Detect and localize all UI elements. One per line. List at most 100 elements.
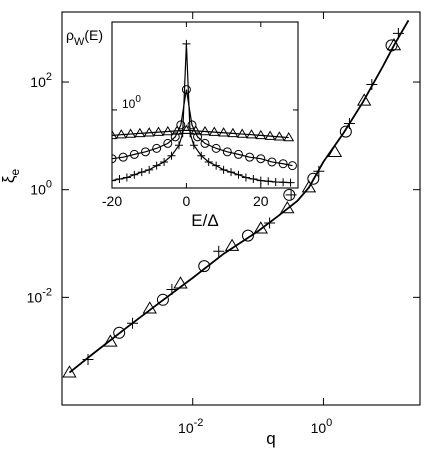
inset-series-triangle: [112, 124, 295, 142]
inset-series-plus: [112, 39, 295, 187]
inset-point-triangle: [199, 125, 211, 136]
inset-point-triangle: [218, 127, 230, 137]
data-point-circle: [113, 326, 126, 339]
inset-point-triangle: [125, 128, 137, 138]
inset-point-plus: [178, 129, 187, 138]
inset-point-circle: [222, 147, 232, 157]
y-tick-label: 10-2: [27, 286, 52, 305]
main-plot-frame: [61, 11, 421, 406]
data-point-triangle: [356, 93, 372, 106]
inset-point-circle: [170, 132, 180, 142]
y-tick-label: 102: [30, 71, 52, 90]
data-point-plus: [264, 217, 276, 229]
inset-point-circle: [187, 120, 197, 130]
inset-point-circle: [163, 138, 173, 148]
inset-point-plus: [130, 170, 139, 179]
inset-point-triangle: [208, 126, 220, 136]
data-point-triangle: [62, 365, 77, 378]
inset-point-plus: [197, 151, 206, 160]
inset-point-plus: [227, 168, 236, 177]
inset-frame: [111, 21, 299, 189]
inset-point-plus: [152, 161, 161, 170]
inset-point-plus: [204, 157, 213, 166]
inset-point-plus: [122, 173, 131, 182]
inset-y-tick-label: 100: [122, 94, 141, 111]
inset-point-circle: [287, 161, 297, 171]
data-point-circle: [339, 125, 352, 138]
inset-point-circle: [152, 143, 162, 153]
data-point-plus: [213, 245, 225, 257]
inset-point-circle: [176, 120, 186, 130]
inset-curve-triangle: [112, 129, 289, 139]
data-point-triangle: [224, 238, 240, 251]
inset-point-triangle: [264, 130, 276, 140]
inset-point-plus: [167, 151, 176, 160]
series-plus: [82, 27, 404, 366]
inset-curve-circle: [112, 89, 293, 167]
data-point-plus: [343, 117, 355, 129]
inset-point-circle: [140, 147, 150, 157]
inset-point-plus: [234, 170, 243, 179]
x-tick-label: 10-2: [178, 417, 203, 436]
data-point-plus: [82, 354, 94, 366]
inset-point-triangle: [255, 129, 267, 140]
inset-point-triangle: [153, 126, 164, 136]
inset-point-circle: [245, 152, 255, 162]
y-tick-label: 100: [30, 179, 52, 198]
series-circle: [113, 39, 398, 339]
inset-point-plus: [286, 178, 295, 187]
data-point-plus: [392, 27, 404, 39]
inset-point-plus: [219, 165, 228, 174]
inset-point-triangle: [273, 131, 285, 141]
inset-point-plus: [241, 173, 250, 182]
inset-series-circle: [112, 85, 297, 171]
inset-title: ρW(E): [66, 27, 103, 48]
inset-point-plus: [212, 161, 221, 170]
data-point-triangle: [142, 301, 157, 314]
inset-point-circle: [278, 159, 288, 169]
inset-point-triangle: [283, 131, 295, 142]
data-point-circle: [307, 172, 320, 185]
inset-point-triangle: [236, 128, 248, 138]
inset-point-triangle: [227, 127, 239, 138]
inset-point-triangle: [246, 129, 257, 139]
data-point-plus: [313, 165, 325, 177]
data-point-plus: [127, 317, 139, 329]
inset-point-triangle: [162, 125, 174, 136]
data-point-circle: [241, 229, 254, 242]
data-point-circle: [385, 39, 398, 52]
inset-point-circle: [193, 132, 203, 142]
data-point-plus: [285, 189, 297, 201]
inset-point-circle: [118, 152, 128, 162]
inset-point-circle: [129, 149, 139, 159]
data-point-plus: [366, 78, 378, 90]
inset-point-plus: [115, 175, 124, 184]
inset-point-plus: [256, 176, 265, 185]
inset-point-circle: [200, 138, 210, 148]
inset-point-circle: [256, 154, 266, 164]
x-axis-label: q: [266, 429, 275, 448]
inset-point-plus: [160, 157, 169, 166]
inset-point-triangle: [134, 127, 146, 138]
inset-x-tick-label: 20: [253, 193, 269, 209]
inset-point-plus: [112, 176, 116, 185]
main-plot: 10-2 100 10-2 100 102 q ξe: [0, 11, 421, 448]
inset-point-triangle: [143, 127, 155, 137]
inset-point-plus: [279, 178, 288, 187]
data-point-plus: [166, 283, 178, 295]
inset-x-tick-label: -20: [102, 193, 122, 209]
inset-point-triangle: [112, 129, 118, 140]
inset-x-tick-label: 0: [183, 193, 191, 209]
inset-point-circle: [267, 157, 277, 167]
inset-point-plus: [186, 129, 195, 138]
inset-x-axis-label: E/Δ: [191, 211, 218, 230]
inset-point-plus: [182, 39, 191, 48]
inset-point-circle: [181, 85, 191, 95]
inset-point-plus: [249, 175, 258, 184]
y-axis-label: ξe: [0, 169, 22, 184]
data-point-triangle: [173, 276, 188, 289]
data-point-triangle: [103, 334, 118, 347]
inset-plot: -20 0 20 100 ρW(E) E/Δ: [66, 21, 299, 230]
data-point-circle: [156, 293, 169, 306]
